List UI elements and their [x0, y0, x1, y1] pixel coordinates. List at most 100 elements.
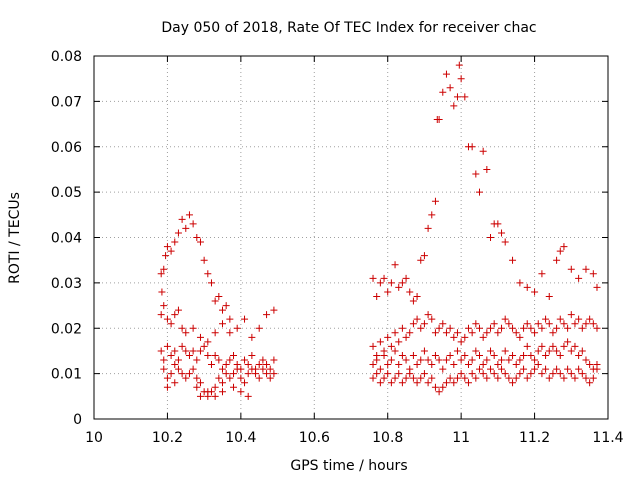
data-point: [380, 274, 388, 282]
data-point: [230, 370, 238, 378]
data-point: [538, 370, 546, 378]
data-point: [582, 265, 590, 273]
data-point: [498, 365, 506, 373]
data-point: [505, 356, 513, 364]
data-point: [461, 374, 469, 382]
data-point: [211, 297, 219, 305]
data-point: [424, 356, 432, 364]
data-point: [575, 365, 583, 373]
data-point: [185, 351, 193, 359]
data-point: [167, 320, 175, 328]
data-point: [446, 324, 454, 332]
data-point: [398, 279, 406, 287]
data-point: [266, 374, 274, 382]
data-point: [435, 388, 443, 396]
data-point: [376, 379, 384, 387]
x-tick-label: 10: [85, 430, 103, 446]
data-point: [549, 329, 557, 337]
data-point: [498, 324, 506, 332]
data-point: [263, 311, 271, 319]
data-point: [501, 347, 509, 355]
data-point: [204, 270, 212, 278]
data-point: [369, 361, 377, 369]
y-tick-label: 0.04: [51, 231, 82, 247]
data-point: [556, 247, 564, 255]
data-point: [450, 379, 458, 387]
data-point: [171, 379, 179, 387]
data-point: [373, 356, 381, 364]
data-point: [542, 351, 550, 359]
data-point: [230, 383, 238, 391]
data-point: [226, 315, 234, 323]
data-point: [215, 356, 223, 364]
data-point: [479, 147, 487, 155]
data-point: [490, 351, 498, 359]
data-point: [417, 256, 425, 264]
data-point: [464, 324, 472, 332]
data-point: [391, 329, 399, 337]
data-point: [185, 211, 193, 219]
y-tick-label: 0.02: [51, 321, 82, 337]
data-point: [196, 392, 204, 400]
data-point: [450, 333, 458, 341]
data-point: [512, 374, 520, 382]
data-point: [237, 388, 245, 396]
data-point: [241, 315, 249, 323]
plot-frame: [93, 55, 609, 420]
data-point: [571, 342, 579, 350]
data-point: [509, 351, 517, 359]
data-point: [189, 347, 197, 355]
data-point: [494, 361, 502, 369]
data-point: [564, 365, 572, 373]
data-point: [189, 365, 197, 373]
data-point: [171, 238, 179, 246]
data-point: [420, 320, 428, 328]
y-tick-label: 0.03: [51, 276, 82, 292]
data-point: [457, 370, 465, 378]
data-point: [420, 252, 428, 260]
data-point: [219, 388, 226, 396]
data-point: [476, 324, 483, 332]
data-point: [219, 365, 226, 373]
data-point: [545, 292, 553, 300]
data-point: [439, 320, 447, 328]
data-point: [182, 224, 190, 232]
data-point: [472, 170, 480, 178]
data-point: [468, 356, 476, 364]
data-point: [567, 370, 575, 378]
data-point: [442, 329, 450, 337]
data-point: [589, 320, 597, 328]
data-point: [483, 374, 491, 382]
data-point: [431, 329, 439, 337]
data-point: [586, 361, 594, 369]
data-point: [373, 370, 381, 378]
data-point: [567, 265, 575, 273]
data-point: [263, 370, 271, 378]
data-point: [589, 374, 597, 382]
data-point: [553, 347, 561, 355]
data-point: [182, 329, 190, 337]
data-point: [560, 342, 568, 350]
data-point: [226, 356, 234, 364]
data-point: [586, 379, 594, 387]
data-point: [178, 215, 186, 223]
data-point: [586, 315, 594, 323]
data-point: [435, 116, 443, 124]
data-point: [222, 361, 230, 369]
data-point: [387, 279, 395, 287]
data-point: [193, 356, 201, 364]
data-point: [542, 365, 550, 373]
data-point: [387, 342, 395, 350]
data-point: [163, 342, 171, 350]
data-point: [446, 84, 454, 92]
data-point: [196, 238, 204, 246]
data-point: [200, 256, 208, 264]
data-point: [409, 351, 417, 359]
data-point: [233, 324, 241, 332]
data-point: [442, 379, 450, 387]
data-point: [446, 351, 454, 359]
data-point: [402, 374, 410, 382]
data-point: [222, 370, 230, 378]
data-point: [490, 370, 498, 378]
data-point: [230, 351, 238, 359]
